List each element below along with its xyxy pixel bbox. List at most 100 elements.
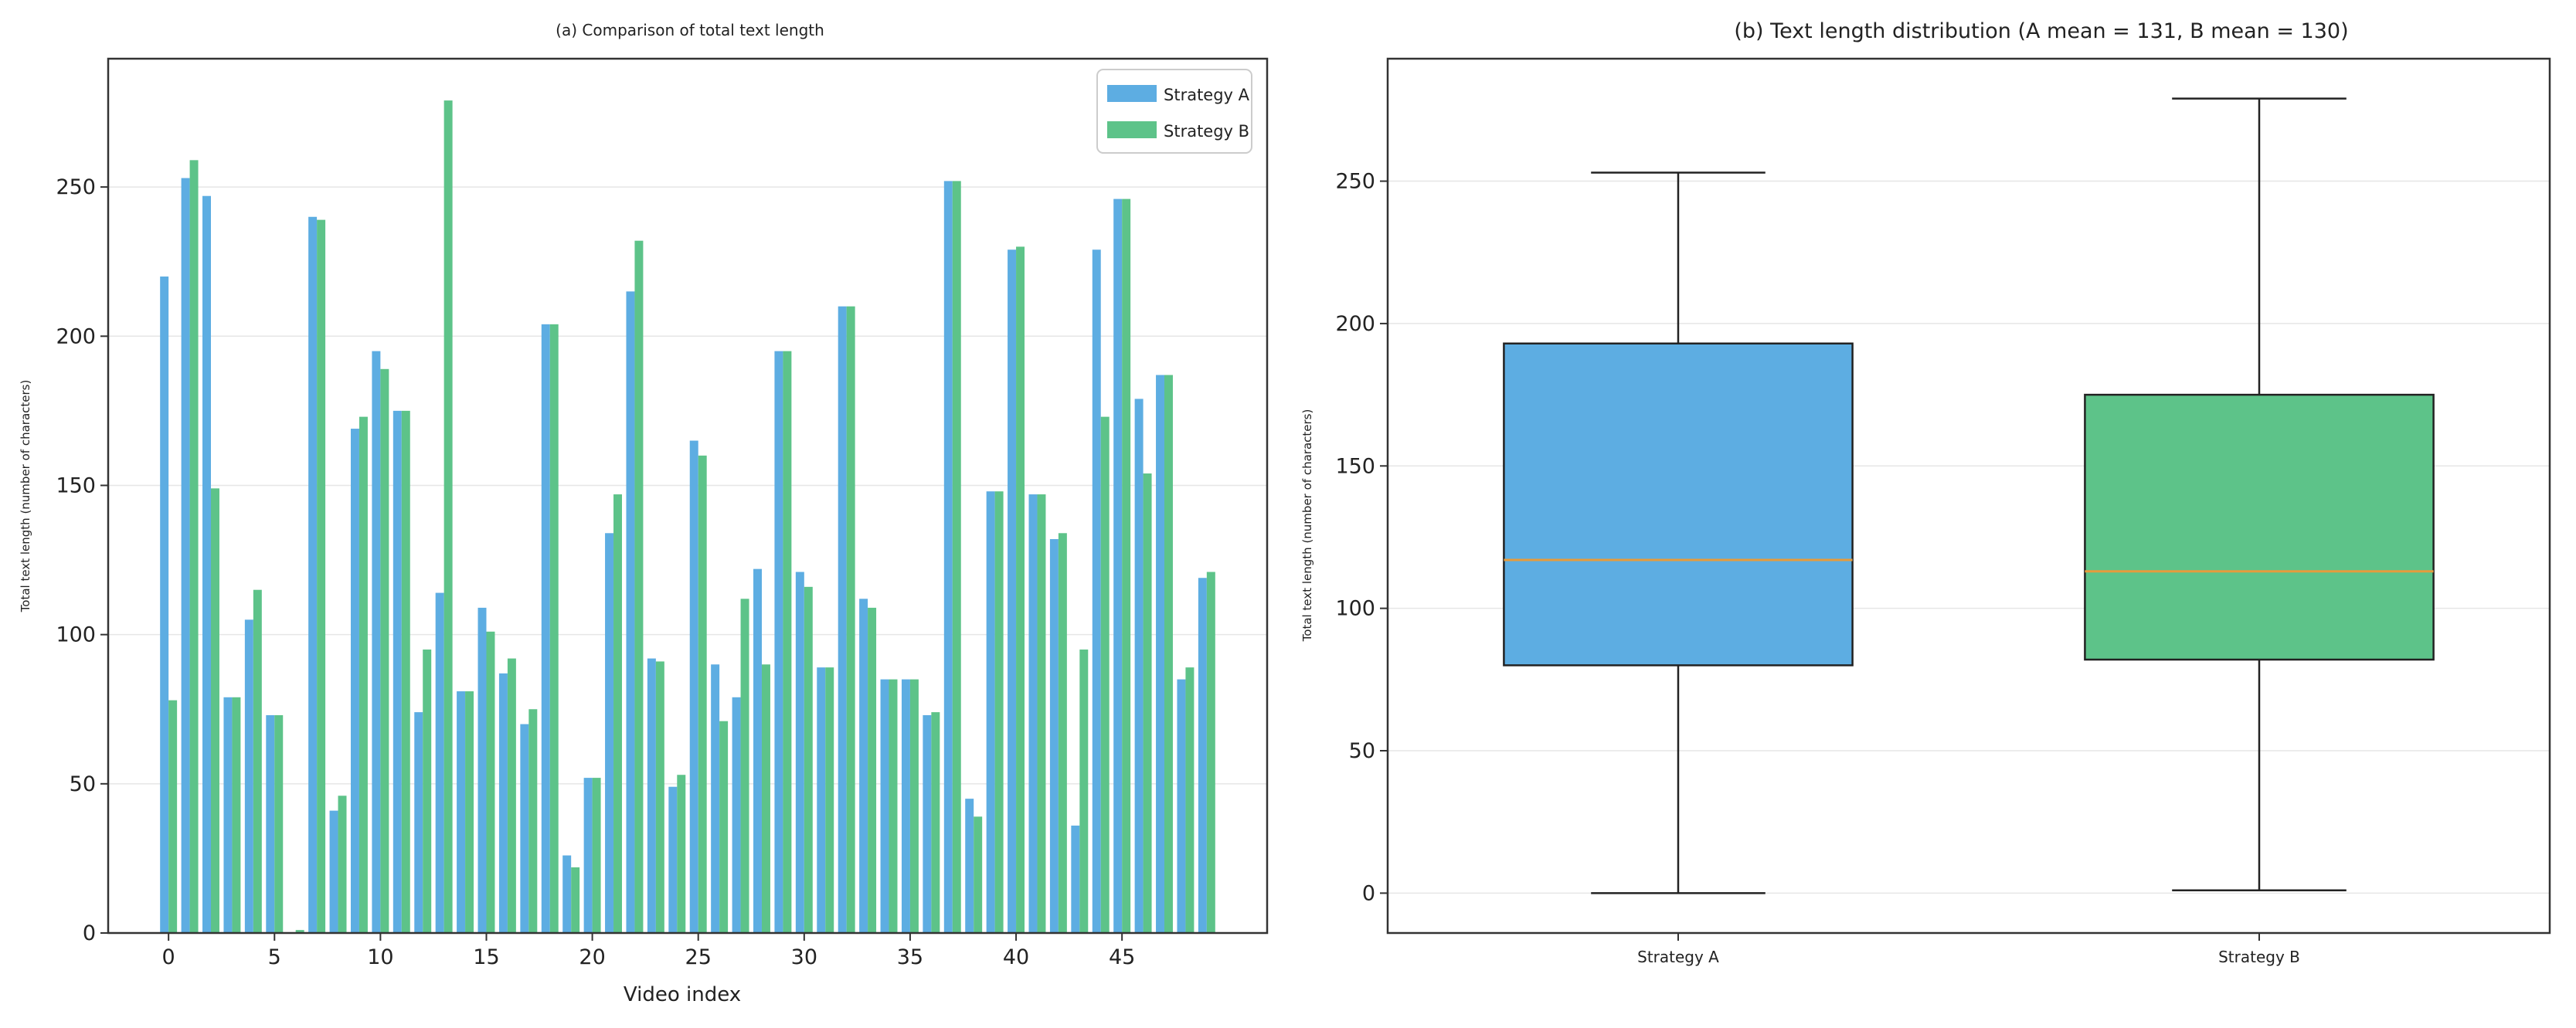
bar-strategy-b <box>952 181 961 934</box>
bar-strategy-b <box>253 589 262 933</box>
box-plot-y-axis-label: Total text length (number of characters) <box>1300 409 1314 643</box>
bar-strategy-a <box>1028 494 1038 933</box>
bar-strategy-b <box>1206 572 1215 933</box>
bar-strategy-b <box>549 324 559 933</box>
bar-strategy-b <box>719 721 729 933</box>
bar-chart-x-tick-label: 25 <box>685 945 712 969</box>
bar-strategy-b <box>1058 533 1067 933</box>
bar-chart-legend: Strategy A Strategy B <box>1096 69 1252 154</box>
bar-strategy-a <box>943 181 953 934</box>
bar-strategy-a <box>202 195 211 933</box>
bar-strategy-b <box>931 712 940 933</box>
bar-chart-y-tick-label: 100 <box>56 623 96 647</box>
bar-chart-x-ticks: 0 5 10 15 20 25 30 35 40 45 <box>162 933 1135 969</box>
bar-strategy-b <box>295 930 304 933</box>
bar-strategy-b <box>571 867 580 933</box>
box-plot-x-ticks: Strategy A Strategy B <box>1637 933 2300 966</box>
bar-strategy-a <box>1092 249 1101 933</box>
bar-strategy-a <box>753 568 762 933</box>
bar-strategy-b <box>868 607 877 933</box>
bar-strategy-a <box>498 673 508 933</box>
bar-strategy-a <box>668 786 678 933</box>
bar-strategy-b <box>443 100 453 933</box>
bar-chart-y-tick-label: 250 <box>56 175 96 199</box>
bar-strategy-a <box>520 724 529 933</box>
bar-strategy-a <box>605 533 614 933</box>
bar-chart-frame <box>107 57 1269 935</box>
bar-chart-x-tick-label: 15 <box>473 945 499 969</box>
box-plot-y-tick-label: 50 <box>1349 739 1375 763</box>
bar-strategy-b <box>359 416 368 933</box>
bar-strategy-a <box>541 324 550 933</box>
bar-strategy-a <box>732 697 741 933</box>
bar-strategy-b <box>1037 494 1046 933</box>
bar-strategy-a <box>1049 539 1059 933</box>
bar-chart-y-tick-label: 50 <box>70 772 96 796</box>
bar-strategy-b <box>1016 246 1025 934</box>
bar-strategy-b <box>740 599 749 933</box>
bar-strategy-b <box>846 306 855 933</box>
bar-strategy-a <box>1198 578 1207 933</box>
box-plot-y-ticks: 0 50 100 150 200 250 <box>1335 170 1388 905</box>
bar-strategy-b <box>528 709 538 933</box>
bar-chart-x-tick-label: 10 <box>367 945 393 969</box>
bar-strategy-a <box>838 306 847 933</box>
bar-strategy-a <box>859 599 868 933</box>
bar-strategy-b <box>1122 198 1131 933</box>
bar-chart-x-axis-label: Video index <box>624 983 741 1006</box>
bar-strategy-a <box>923 714 932 933</box>
bar-strategy-b <box>761 664 770 933</box>
bar-chart-panel: (a) Comparison of total text length 0501… <box>19 21 1269 1006</box>
bar-strategy-b <box>168 700 178 933</box>
bar-strategy-b <box>486 631 495 933</box>
box-plot-title: (b) Text length distribution (A mean = 1… <box>1734 19 2348 43</box>
bar-chart-x-tick-label: 5 <box>268 945 281 969</box>
bar-strategy-a <box>414 712 423 933</box>
bar-chart-x-tick-label: 30 <box>791 945 817 969</box>
bar-strategy-a <box>711 664 720 933</box>
bar-strategy-a <box>689 440 698 933</box>
box-plot-y-tick-label: 200 <box>1335 312 1375 336</box>
bar-strategy-a <box>372 351 381 933</box>
box-plot-x-tick-label: Strategy A <box>1637 948 1719 966</box>
bar-strategy-b <box>783 351 792 933</box>
bar-strategy-a <box>181 178 190 933</box>
bar-strategy-b <box>189 160 199 933</box>
bar-strategy-a <box>244 619 253 933</box>
bar-strategy-a <box>1156 375 1165 933</box>
bar-strategy-b <box>423 649 432 933</box>
bar-strategy-a <box>1071 825 1080 933</box>
bar-strategy-a <box>562 855 572 933</box>
box-plot-x-tick-label: Strategy B <box>2218 948 2300 966</box>
bar-chart-x-tick-label: 20 <box>579 945 605 969</box>
bar-chart-bars <box>160 100 1215 934</box>
bar-strategy-a <box>986 491 995 933</box>
bar-strategy-a <box>583 778 593 933</box>
bar-strategy-a <box>795 572 804 933</box>
bar-strategy-b <box>825 667 834 933</box>
bar-strategy-b <box>1185 667 1195 933</box>
bar-strategy-a <box>1113 198 1123 933</box>
bar-strategy-b <box>274 714 284 933</box>
box-strategy-a <box>1503 342 1854 667</box>
box-plot-panel: (b) Text length distribution (A mean = 1… <box>1300 19 2551 966</box>
bar-strategy-b <box>380 368 389 934</box>
bar-chart-x-tick-label: 45 <box>1109 945 1135 969</box>
legend-label-strategy-a: Strategy A <box>1164 86 1250 104</box>
bar-chart-y-ticks: 0 50 100 150 200 250 <box>56 175 108 945</box>
bar-strategy-b <box>974 816 983 933</box>
box-strategy-b <box>2084 393 2435 661</box>
bar-chart-x-tick-label: 40 <box>1003 945 1029 969</box>
bar-strategy-a <box>223 697 233 933</box>
bar-strategy-a <box>329 810 338 933</box>
legend-label-strategy-b: Strategy B <box>1164 122 1249 141</box>
box-plot-y-tick-label: 250 <box>1335 170 1375 194</box>
bar-strategy-b <box>1143 473 1152 933</box>
bar-strategy-a <box>457 691 466 933</box>
bar-strategy-b <box>655 661 664 933</box>
bar-chart-x-tick-label: 0 <box>162 945 175 969</box>
bar-chart-x-tick-label: 35 <box>897 945 923 969</box>
bar-strategy-b <box>698 455 707 933</box>
bar-strategy-a <box>350 429 359 933</box>
